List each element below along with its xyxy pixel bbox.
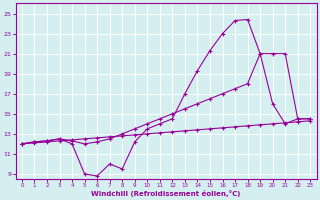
X-axis label: Windchill (Refroidissement éolien,°C): Windchill (Refroidissement éolien,°C) — [92, 190, 241, 197]
